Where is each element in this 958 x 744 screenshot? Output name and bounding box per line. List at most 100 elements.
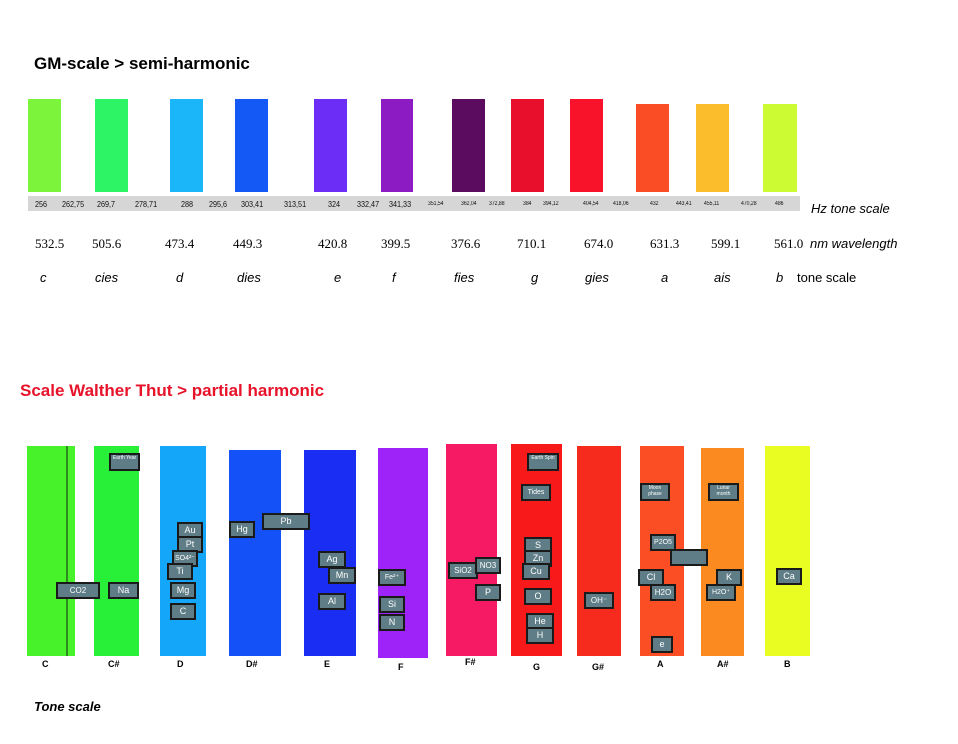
hz-value: 341,33 (389, 199, 412, 209)
thut-bar-gsharp (577, 446, 621, 656)
hz-value: 470,28 (741, 201, 757, 207)
wavelength-value: 505.6 (92, 236, 122, 251)
chip-oh: OH⁻ (584, 592, 614, 609)
tone-name: e (334, 270, 342, 285)
chip-ca: Ca (776, 568, 802, 585)
hz-value: 362,04 (461, 201, 477, 207)
thut-scale-title: Scale Walther Thut > partial harmonic (20, 381, 325, 400)
gm-bar-fies (452, 99, 485, 192)
thut-note-label: E (324, 659, 331, 669)
thut-note-label: C (42, 659, 49, 669)
chip-o: O (524, 588, 552, 605)
hz-value: 332,47 (357, 199, 380, 209)
chip-p2o5: P2O5 (650, 534, 676, 551)
thut-bar-c-divider (66, 446, 68, 656)
chip-ag: Ag (318, 551, 346, 568)
hz-value: 262,75 (62, 199, 85, 209)
tone-name: f (392, 270, 396, 285)
tone-name: g (531, 270, 539, 285)
hz-value: 288 (181, 199, 194, 209)
chip-h2o-a: H2O (650, 584, 676, 601)
gm-bar-g (511, 99, 544, 192)
tone-name: a (661, 270, 669, 285)
hz-value: 313,51 (284, 199, 307, 209)
tone-row-label: tone scale (797, 270, 857, 285)
tone-name: cies (95, 270, 119, 285)
hz-row-label: Hz tone scale (811, 201, 890, 216)
tone-name: d (176, 270, 184, 285)
thut-note-label: B (784, 659, 791, 669)
hz-strip (28, 196, 800, 211)
chip-mg: Mg (170, 582, 196, 599)
wavelength-value: 674.0 (584, 236, 614, 251)
gm-bar-e (314, 99, 347, 192)
tone-name: gies (585, 270, 609, 285)
chip-h2o-as: H2O⁺ (706, 584, 736, 601)
tone-name: b (776, 270, 784, 285)
chip-earth-spin: Earth Spin (527, 453, 559, 471)
hz-value: 351,54 (428, 201, 444, 207)
hz-value: 256 (35, 199, 48, 209)
chip-pb: Pb (262, 513, 310, 530)
gm-bar-c (28, 99, 61, 192)
hz-value: 384 (523, 201, 532, 207)
hz-value: 394,12 (543, 201, 559, 207)
thut-note-label: G# (592, 662, 605, 672)
chip-a-unknown (670, 549, 708, 566)
gm-bar-cies (95, 99, 128, 192)
hz-value: 372,88 (489, 201, 505, 207)
thut-bar-asharp (701, 448, 744, 656)
wavelength-value: 710.1 (517, 236, 547, 251)
chip-ti: Ti (167, 563, 193, 580)
wavelength-value: 449.3 (233, 236, 263, 251)
wavelength-value: 420.8 (318, 236, 348, 251)
wavelength-value: 376.6 (451, 236, 481, 251)
hz-value: 324 (328, 199, 341, 209)
thut-bar-fsharp (446, 444, 497, 656)
chip-earth-year: Earth Year (109, 453, 140, 471)
chip-lunar-month: Lunar month (708, 483, 739, 501)
thut-note-label: F (398, 662, 404, 672)
hz-value: 404,54 (583, 201, 599, 207)
thut-note-label: C# (108, 659, 120, 669)
wavelength-value: 399.5 (381, 236, 411, 251)
hz-value: 418,06 (613, 201, 629, 207)
tone-name: c (40, 270, 47, 285)
hz-value: 455,11 (704, 201, 720, 207)
hz-value: 278,71 (135, 199, 158, 209)
chip-al: Al (318, 593, 346, 610)
hz-value: 486 (775, 201, 784, 207)
thut-bar-dsharp (229, 450, 281, 656)
gm-bar-b (763, 104, 797, 192)
gm-bar-f (381, 99, 413, 192)
gm-bar-gies (570, 99, 603, 192)
thut-note-label: F# (465, 657, 476, 667)
chip-moon-phase: Moon phase (640, 483, 670, 501)
hz-value: 443,41 (676, 201, 692, 207)
hz-value: 303,41 (241, 199, 264, 209)
gm-bar-a (636, 104, 669, 192)
gm-bar-ais (696, 104, 729, 192)
tone-name: dies (237, 270, 261, 285)
wavelength-value: 561.0 (774, 236, 804, 251)
hz-value: 432 (650, 201, 659, 207)
gm-scale-title: GM-scale > semi-harmonic (34, 54, 250, 73)
thut-note-label: A# (717, 659, 729, 669)
chip-sio2: SiO2 (448, 562, 478, 579)
chip-no3: NO3 (475, 557, 501, 574)
gm-bar-dies (235, 99, 268, 192)
tone-name: ais (714, 270, 731, 285)
chip-hg: Hg (229, 521, 255, 538)
wavelength-value: 473.4 (165, 236, 195, 251)
chip-co2: CO2 (56, 582, 100, 599)
wavelength-row-label: nm wavelength (810, 236, 898, 251)
chip-c: C (170, 603, 196, 620)
gm-bar-d (170, 99, 203, 192)
chip-cu: Cu (522, 563, 550, 580)
thut-bar-b (765, 446, 810, 656)
thut-note-label: D (177, 659, 184, 669)
chip-e: e (651, 636, 673, 653)
wavelength-value: 631.3 (650, 236, 680, 251)
thut-note-label: D# (246, 659, 258, 669)
chip-fe: Fe²⁺ (378, 569, 406, 586)
